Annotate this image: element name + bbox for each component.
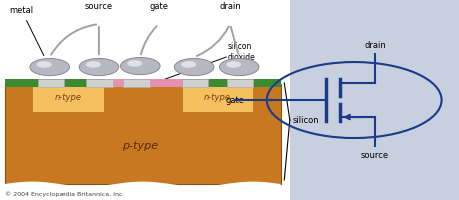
Text: gate: gate [225, 96, 244, 105]
Circle shape [79, 58, 118, 76]
Text: © 2004 Encyclopædia Britannica, Inc.: © 2004 Encyclopædia Britannica, Inc. [5, 191, 124, 197]
Circle shape [127, 60, 142, 67]
Text: metal: metal [9, 6, 33, 15]
Circle shape [219, 58, 258, 76]
Text: p-type: p-type [122, 141, 158, 151]
Bar [123, 79, 150, 87]
Bar [38, 79, 64, 87]
Text: drain: drain [363, 41, 385, 50]
Circle shape [37, 61, 51, 68]
Circle shape [226, 61, 241, 68]
Circle shape [86, 61, 101, 68]
Bar [32, 86, 103, 112]
Text: drain: drain [218, 2, 241, 11]
Bar [289, 0, 459, 200]
Bar [181, 79, 208, 87]
Bar [181, 86, 252, 112]
Bar [5, 79, 280, 87]
Bar [5, 84, 280, 184]
Bar [86, 79, 113, 87]
Circle shape [181, 61, 196, 68]
Circle shape [120, 57, 160, 75]
Bar [226, 79, 253, 87]
Text: silicon
dioxide: silicon dioxide [227, 42, 255, 62]
Text: source: source [84, 2, 113, 11]
Bar [103, 79, 181, 87]
Text: gate: gate [149, 2, 168, 11]
Text: n-type: n-type [55, 93, 81, 102]
Text: n-type: n-type [204, 93, 230, 102]
Circle shape [174, 58, 213, 76]
Text: source: source [360, 151, 388, 160]
Text: silicon: silicon [292, 116, 319, 125]
Circle shape [30, 58, 69, 76]
